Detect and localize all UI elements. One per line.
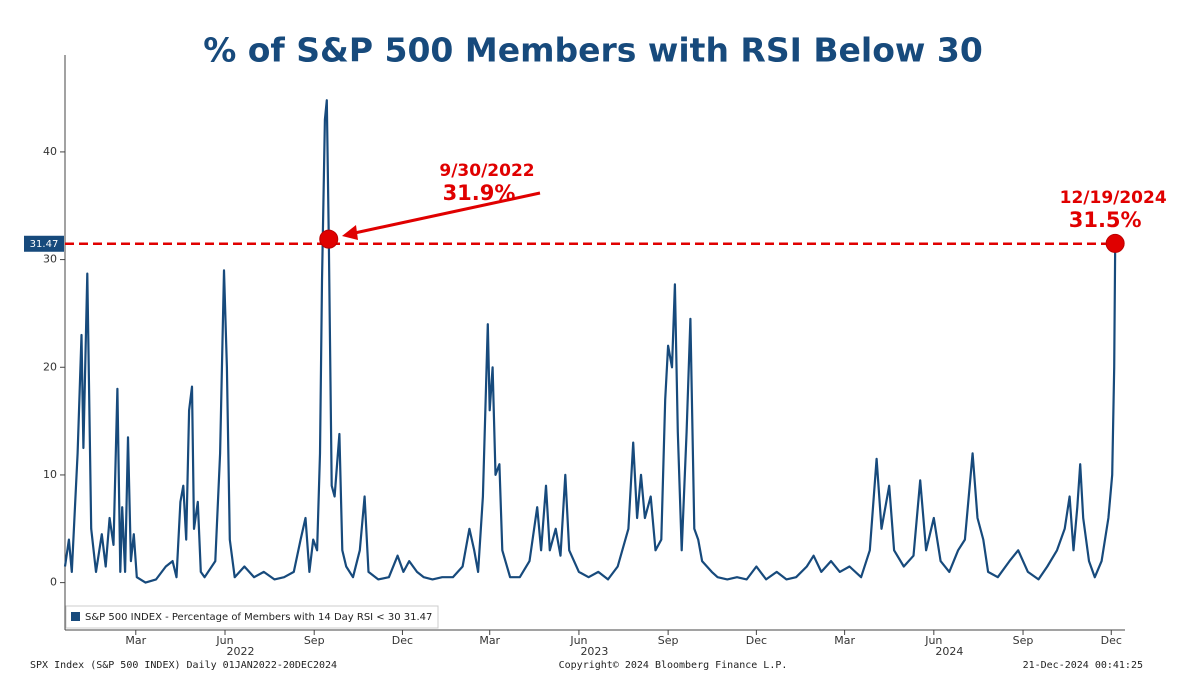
y-tick-label: 40 — [43, 145, 57, 158]
x-tick-label: Sep — [658, 634, 679, 647]
y-tick-label: 0 — [50, 576, 57, 589]
y-tick-label: 10 — [43, 468, 57, 481]
legend-box — [65, 605, 439, 629]
x-tick-label: Dec — [392, 634, 413, 647]
annotation-date: 12/19/2024 — [1060, 188, 1167, 208]
series-line — [63, 99, 1117, 584]
reference-label: 31.47 — [30, 239, 59, 250]
x-tick-label: Sep — [1013, 634, 1034, 647]
y-tick-label: 20 — [43, 360, 57, 373]
footer-right: 21-Dec-2024 00:41:25 — [1023, 660, 1143, 671]
x-tick-label: Dec — [1101, 634, 1122, 647]
year-label: 2023 — [580, 645, 608, 658]
annotation-date: 9/30/2022 — [439, 161, 534, 181]
footer-left: SPX Index (S&P 500 INDEX) Daily 01JAN202… — [30, 660, 337, 671]
x-tick-label: Mar — [479, 634, 500, 647]
legend-label: S&P 500 INDEX - Percentage of Members wi… — [85, 612, 432, 623]
annotation-label: 31.9% — [443, 181, 516, 205]
annotation-point — [1105, 233, 1125, 253]
year-label: 2024 — [935, 645, 963, 658]
x-tick-label: Jun — [215, 634, 233, 647]
footer-center: Copyright© 2024 Bloomberg Finance L.P. — [559, 660, 788, 671]
legend-swatch — [71, 612, 80, 621]
x-tick-label: Mar — [834, 634, 855, 647]
x-tick-label: Jun — [924, 634, 942, 647]
x-tick-label: Dec — [746, 634, 767, 647]
annotation-point — [319, 229, 339, 249]
reference-label-box — [24, 235, 64, 252]
x-tick-label: Mar — [125, 634, 146, 647]
year-label: 2022 — [227, 645, 255, 658]
x-tick-label: Jun — [569, 634, 587, 647]
chart-title: % of S&P 500 Members with RSI Below 30 — [203, 31, 983, 70]
y-tick-label: 30 — [43, 253, 57, 266]
arrow — [349, 191, 541, 236]
arrow-head — [342, 225, 358, 240]
annotation-label: 31.5% — [1069, 208, 1142, 232]
x-tick-label: Sep — [304, 634, 325, 647]
